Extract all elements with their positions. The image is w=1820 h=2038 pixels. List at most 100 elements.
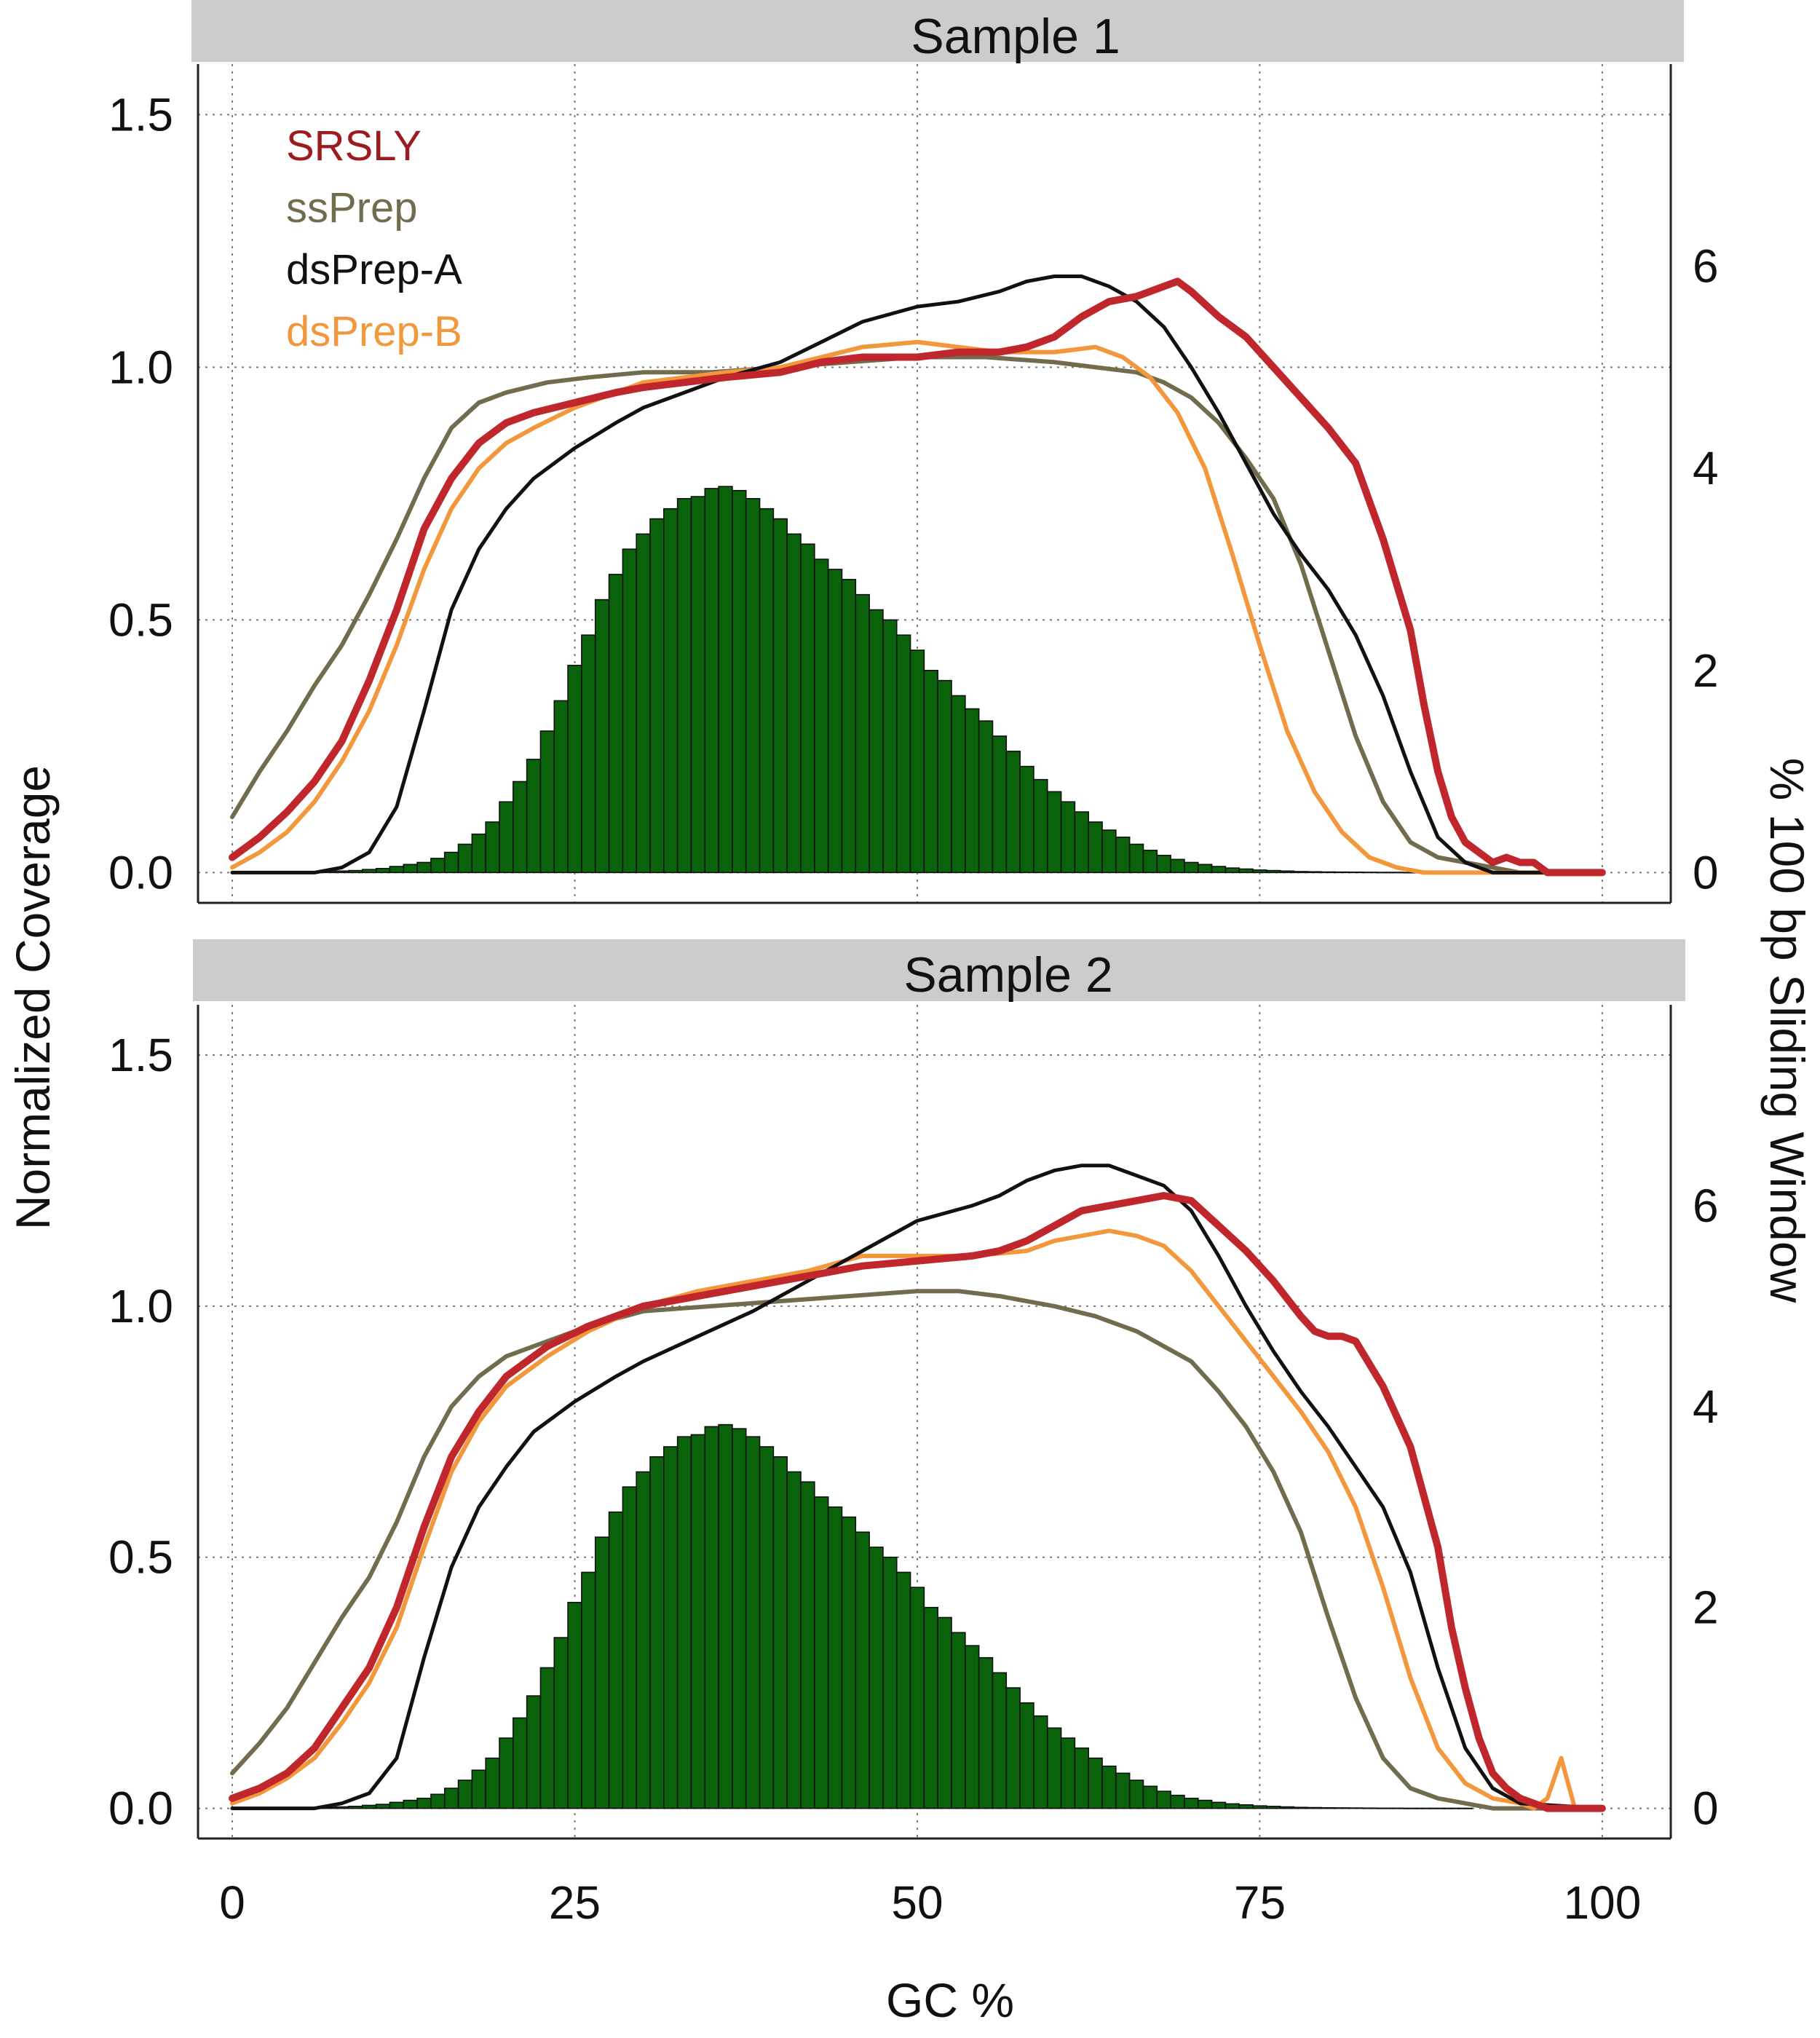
histogram-bar: [992, 1672, 1008, 1809]
histogram-bar: [513, 781, 528, 874]
y-right-tick-label: 6: [1693, 1180, 1719, 1232]
panel-sample-1: Sample 1 0.0 0.5 1.0 1.5 0 2 4 6 SRSLY ssPrep ds…: [108, 0, 1719, 904]
y-left-tick-label: 0.0: [108, 1782, 173, 1835]
panel-2-left-tick-labels: 0.0 0.5 1.0 1.5: [108, 1029, 173, 1835]
histogram-bar: [485, 821, 500, 874]
histogram-bar: [567, 665, 582, 874]
histogram-bar: [663, 1446, 678, 1809]
legend-entry-srsly: SRSLY: [286, 122, 422, 170]
histogram-bar: [718, 1423, 733, 1809]
histogram-bar: [1334, 1807, 1350, 1809]
histogram-bar: [1348, 872, 1364, 874]
histogram-bar: [375, 1804, 391, 1809]
panel-2-axes: [197, 1005, 1672, 1840]
series-line-dsprep-a: [230, 1164, 1605, 1811]
y-left-tick-label: 0.5: [108, 1531, 173, 1584]
histogram-bar: [1128, 1780, 1144, 1809]
histogram-bar: [1211, 1801, 1227, 1809]
histogram-bar: [334, 1806, 349, 1809]
y-right-tick-label: 4: [1693, 1381, 1719, 1433]
histogram-bar: [443, 851, 459, 874]
histogram-bar: [786, 1471, 802, 1809]
histogram-bar: [1033, 778, 1048, 874]
histogram-bar: [827, 1506, 843, 1809]
histogram-bar: [622, 548, 637, 874]
histogram-bar: [608, 574, 624, 874]
histogram-bar: [855, 1531, 870, 1809]
x-tick-label: 25: [549, 1876, 601, 1929]
histogram-bar: [855, 593, 870, 874]
histogram-bar: [895, 1571, 911, 1809]
histogram-bar: [526, 759, 542, 874]
histogram-bar: [539, 1667, 555, 1809]
y-left-tick-label: 1.5: [108, 88, 173, 141]
histogram-bar: [1321, 871, 1336, 874]
histogram-bar: [663, 507, 678, 874]
x-tick-label: 50: [891, 1876, 943, 1929]
histogram-bar: [1088, 821, 1103, 874]
histogram-bar: [937, 679, 952, 874]
histogram-bar: [362, 1804, 377, 1809]
histogram-bar: [362, 869, 377, 874]
histogram-bar: [732, 1428, 747, 1809]
histogram-bar: [1389, 1807, 1404, 1809]
histogram-bar: [1361, 1807, 1377, 1809]
histogram-bar: [375, 868, 391, 874]
histogram-bar: [1444, 1807, 1460, 1809]
histogram-bar: [978, 720, 994, 874]
histogram-bar: [1142, 850, 1158, 874]
histogram-bar: [965, 1645, 980, 1809]
histogram-bar: [348, 1806, 363, 1809]
histogram-bar: [636, 1471, 651, 1809]
histogram-bar: [1293, 1806, 1309, 1809]
histogram-bar: [1142, 1785, 1158, 1809]
x-axis-title: GC %: [886, 1973, 1014, 2027]
histogram-bar: [485, 1757, 500, 1809]
histogram-bar: [1403, 1807, 1418, 1809]
y-right-tick-label: 6: [1693, 240, 1719, 293]
histogram-bar: [814, 1496, 829, 1809]
histogram-bar: [416, 1798, 432, 1809]
histogram-bar: [1019, 765, 1034, 874]
histogram-bar: [1074, 811, 1090, 874]
histogram-bar: [622, 1486, 637, 1809]
histogram-bar: [1375, 1807, 1391, 1809]
histogram-bar: [389, 1801, 405, 1809]
histogram-bar: [690, 496, 706, 874]
histogram-bar: [1060, 801, 1076, 874]
histogram-bar: [649, 518, 665, 874]
histogram-bar: [745, 1436, 761, 1809]
histogram-bar: [992, 735, 1008, 874]
histogram-bar: [827, 569, 843, 874]
histogram-bar: [923, 669, 939, 874]
series-line-dsprep-b: [230, 1228, 1605, 1811]
panel-1-title: Sample 1: [911, 9, 1120, 64]
x-tick-label: 0: [219, 1876, 245, 1929]
histogram-bar: [1156, 854, 1171, 874]
y-axis-right-title: % 100 bp Sliding Window: [1760, 758, 1814, 1303]
series-line-srsly: [229, 277, 1606, 877]
x-tick-label: 75: [1234, 1876, 1286, 1929]
histogram-bar: [1128, 843, 1144, 874]
y-right-tick-label: 2: [1693, 644, 1719, 697]
y-left-tick-label: 0.5: [108, 593, 173, 646]
histogram-bar: [1224, 1803, 1241, 1809]
histogram-bar: [567, 1602, 582, 1809]
histogram-bar: [951, 1632, 966, 1809]
panel-1-strip: [191, 0, 1684, 62]
histogram-bar: [403, 864, 418, 874]
histogram-bar: [416, 861, 432, 874]
panel-1-histogram: [293, 486, 1473, 874]
histogram-bar: [1279, 870, 1295, 874]
histogram-bar: [759, 507, 775, 874]
histogram-bar: [1046, 791, 1062, 874]
histogram-bar: [882, 1556, 898, 1809]
histogram-bar: [676, 1436, 692, 1809]
histogram-bar: [499, 801, 514, 874]
histogram-bar: [772, 518, 788, 874]
histogram-bar: [334, 870, 349, 874]
histogram-bar: [594, 1536, 610, 1809]
histogram-bar: [745, 498, 761, 874]
histogram-bar: [1211, 866, 1227, 874]
